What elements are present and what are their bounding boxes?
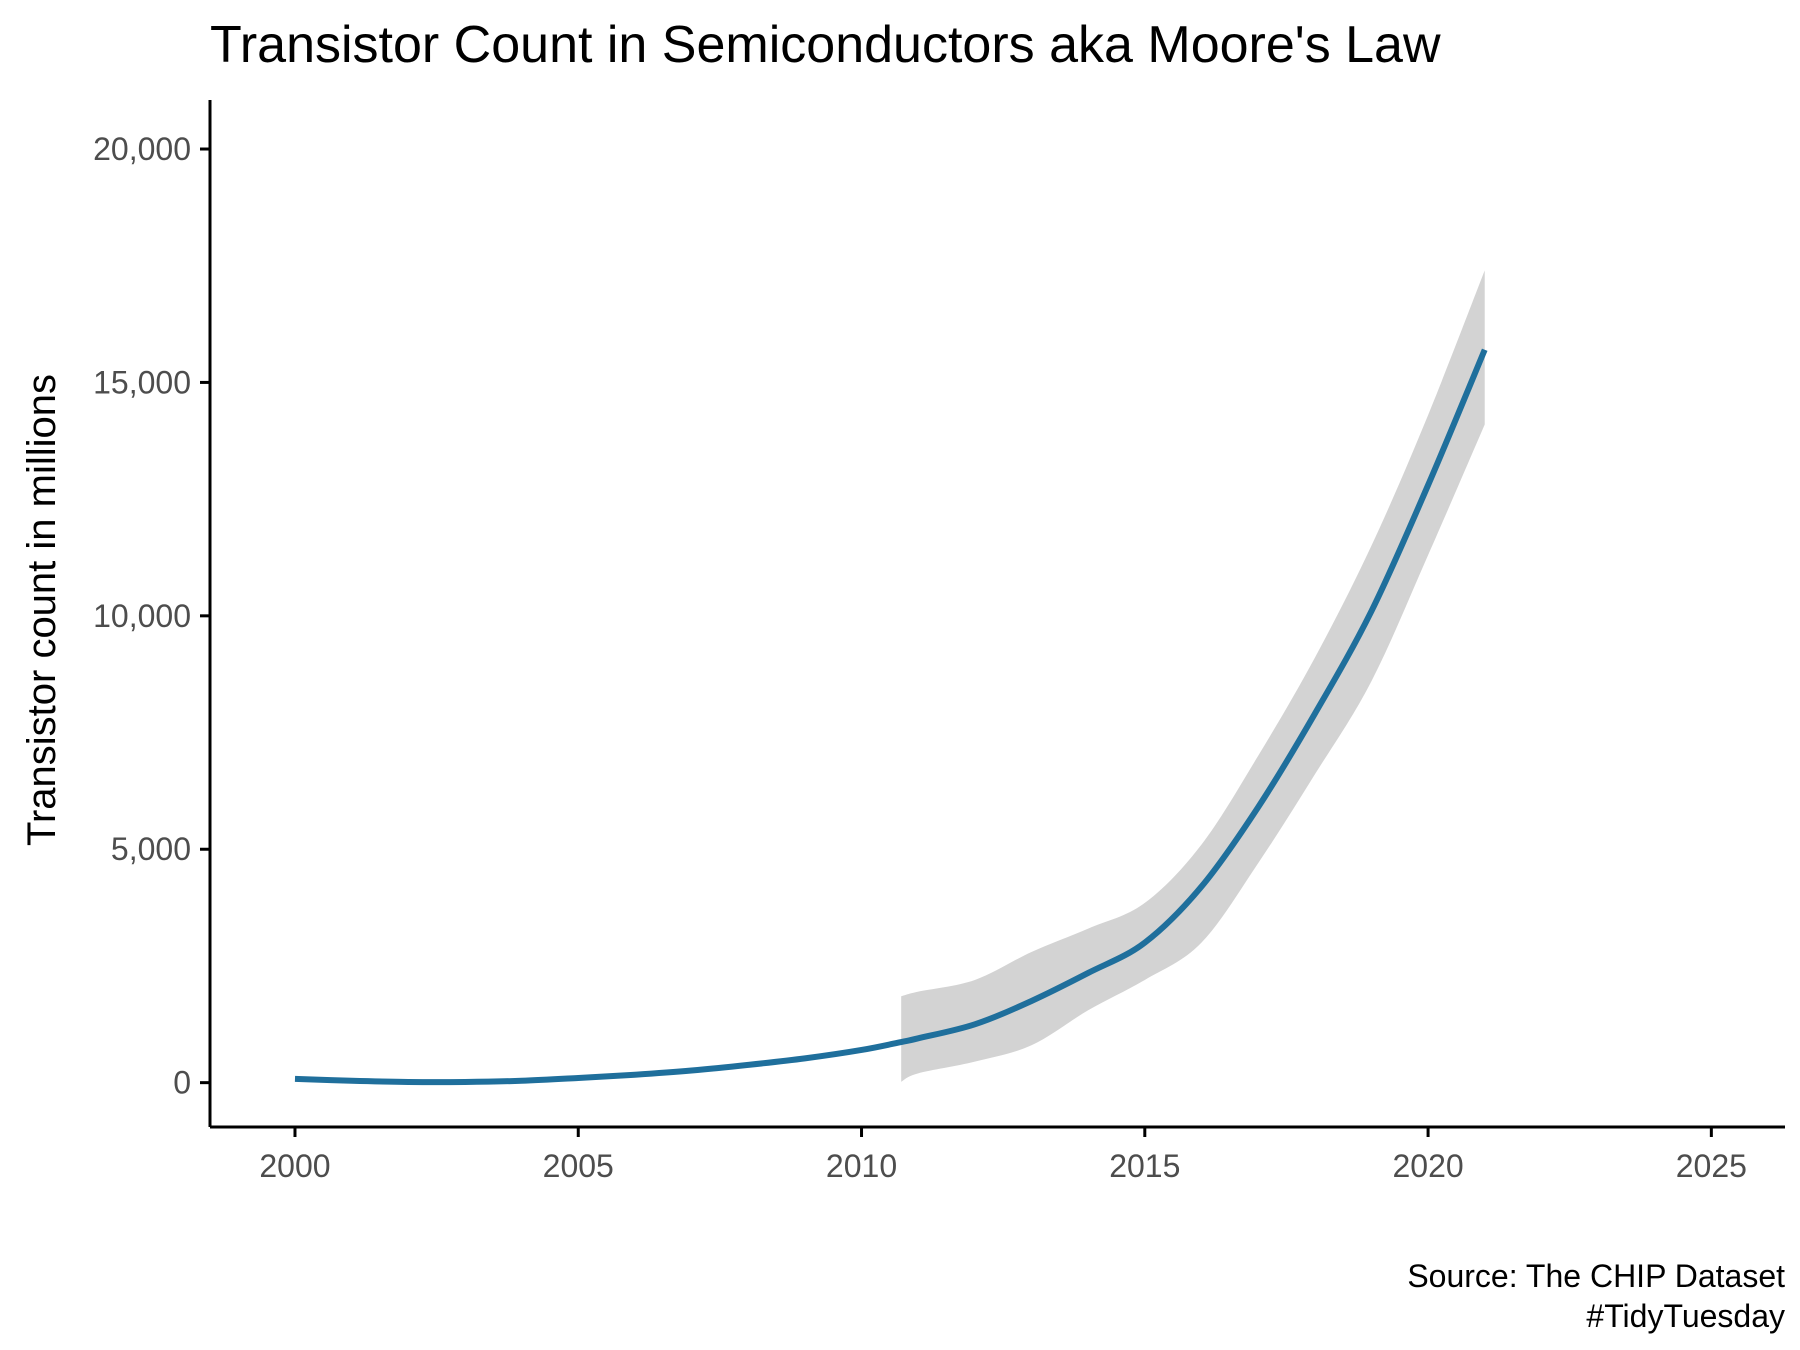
confidence-ribbon: [901, 270, 1485, 1082]
x-tick-label: 2010: [826, 1148, 897, 1184]
caption-hashtag: #TidyTuesday: [1586, 1298, 1785, 1334]
y-tick-label: 10,000: [93, 598, 191, 634]
plot-area: [294, 270, 1488, 1086]
y-tick-label: 5,000: [111, 831, 191, 867]
chart-title: Transistor Count in Semiconductors aka M…: [210, 16, 1441, 74]
y-tick-label: 20,000: [93, 131, 191, 167]
y-tick-label: 15,000: [93, 364, 191, 400]
caption-source: Source: The CHIP Dataset: [1407, 1258, 1785, 1294]
trend-line: [294, 348, 1488, 1086]
y-tick-label: 0: [173, 1065, 191, 1101]
y-axis: 0 5,000 10,000 15,000 20,000: [93, 100, 212, 1127]
x-tick-label: 2025: [1676, 1148, 1747, 1184]
x-tick-label: 2020: [1392, 1148, 1463, 1184]
y-axis-title: Transistor count in millions: [20, 374, 64, 846]
x-axis: 2000 2005 2010 2015 2020 2025: [210, 1125, 1785, 1184]
x-tick-label: 2000: [259, 1148, 330, 1184]
x-tick-label: 2015: [1109, 1148, 1180, 1184]
x-tick-label: 2005: [543, 1148, 614, 1184]
